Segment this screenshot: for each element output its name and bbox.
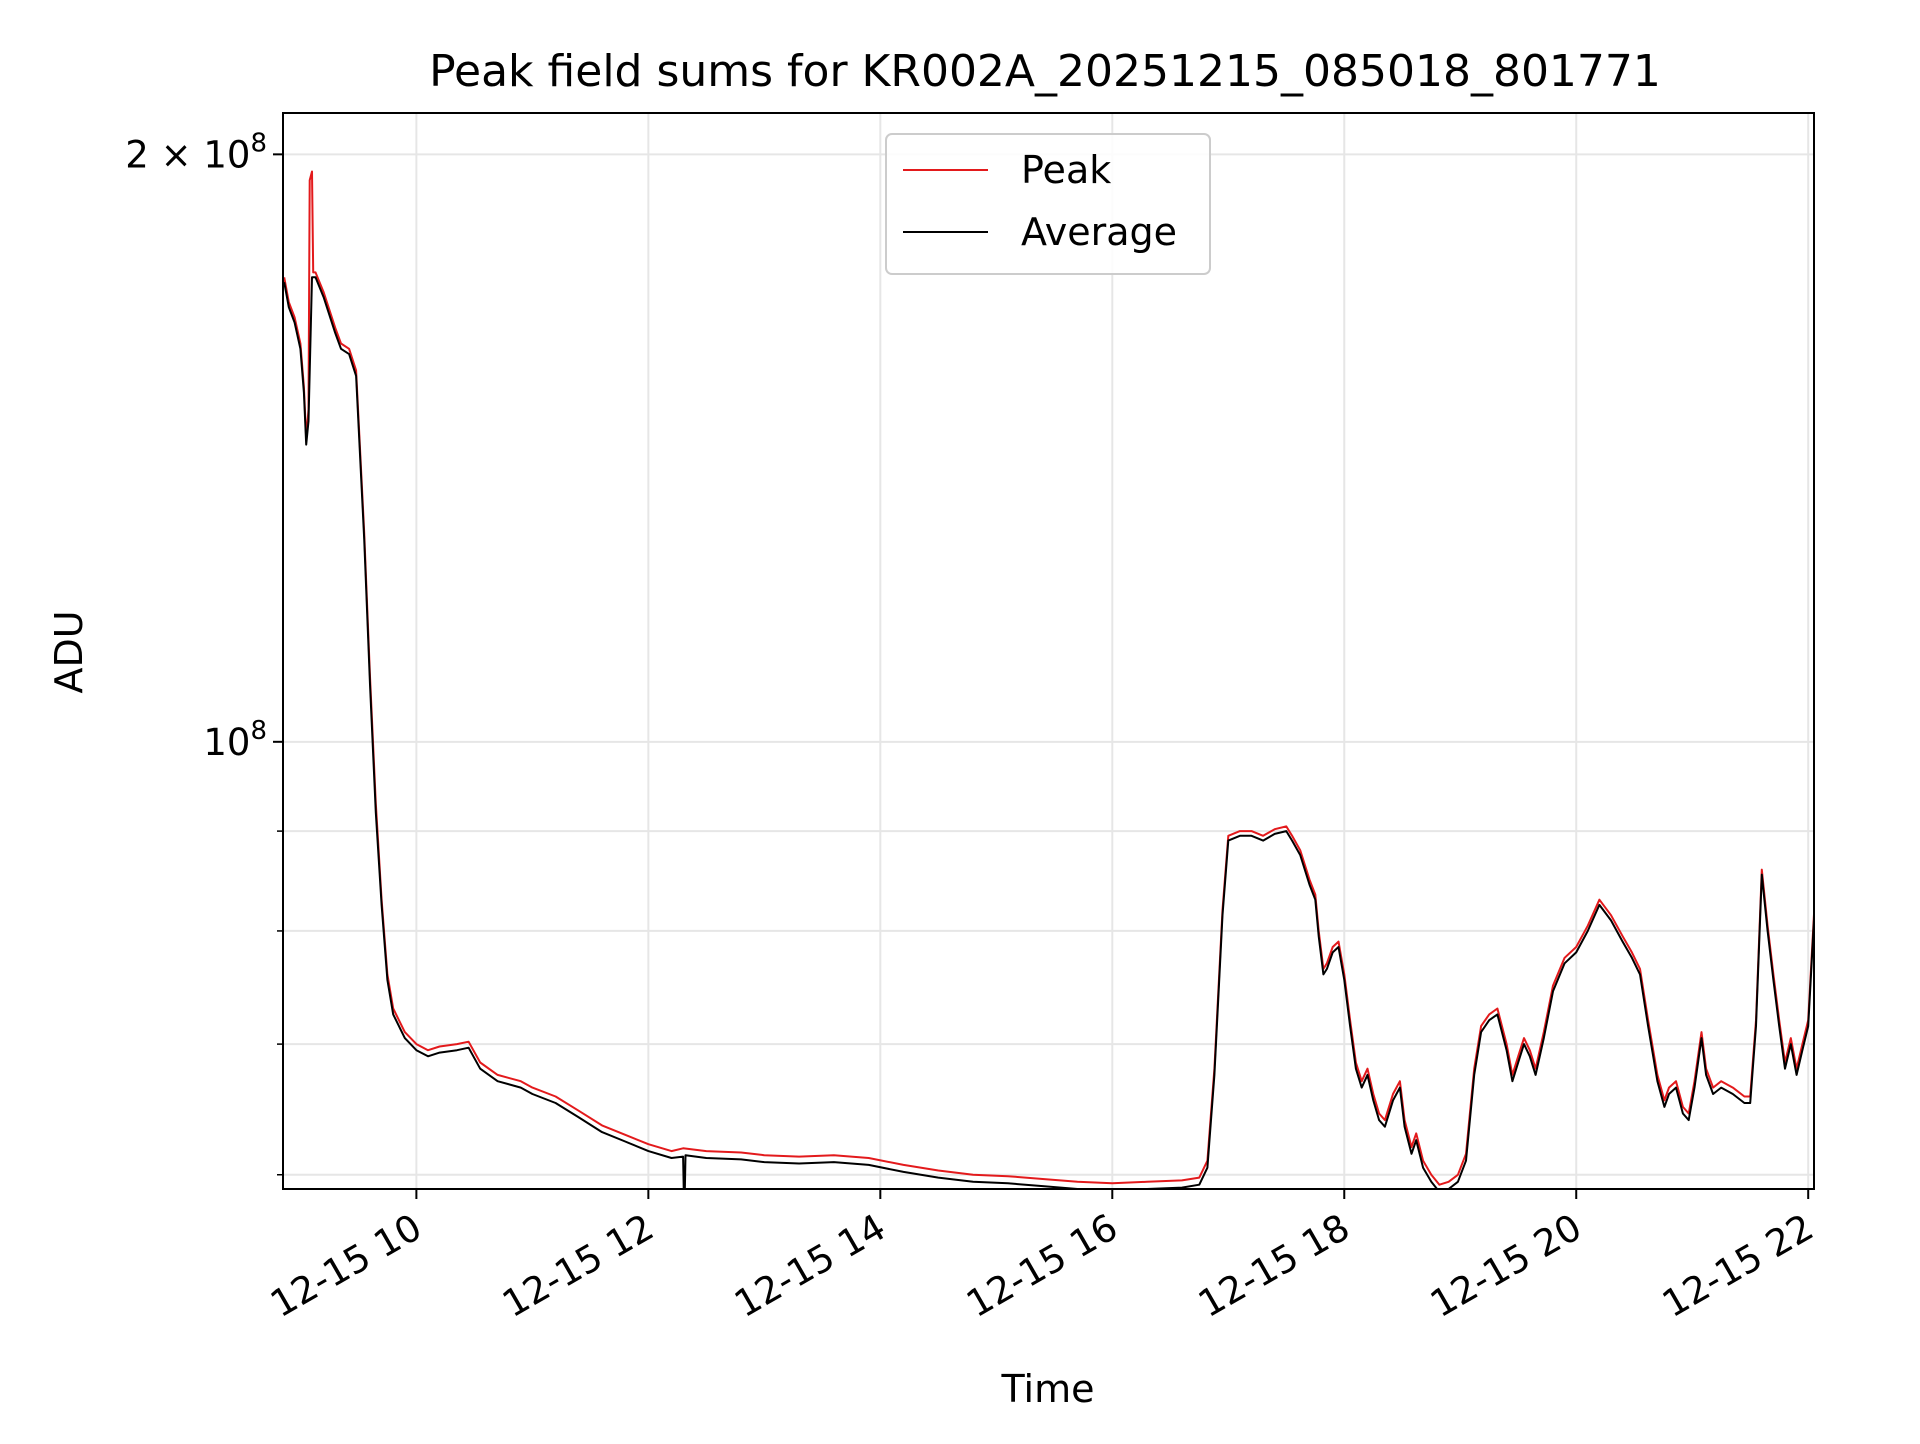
series-layer xyxy=(283,170,1814,1189)
y-axis-label: ADU xyxy=(47,610,91,693)
chart-title: Peak field sums for KR002A_20251215_0850… xyxy=(429,46,1661,97)
y-tick-label: 108 xyxy=(203,716,267,764)
series-line-average xyxy=(283,276,1814,1189)
legend-label-peak: Peak xyxy=(1021,148,1111,192)
legend[interactable]: Peak Average xyxy=(885,133,1211,275)
grid-layer xyxy=(283,113,1814,1189)
y-tick-label: 2 × 108 xyxy=(125,128,267,176)
legend-label-average: Average xyxy=(1021,210,1177,254)
y-axis: 108 2 × 108 xyxy=(125,128,283,1176)
plot-frame xyxy=(282,112,1815,1190)
x-axis-label: Time xyxy=(1001,1367,1095,1411)
